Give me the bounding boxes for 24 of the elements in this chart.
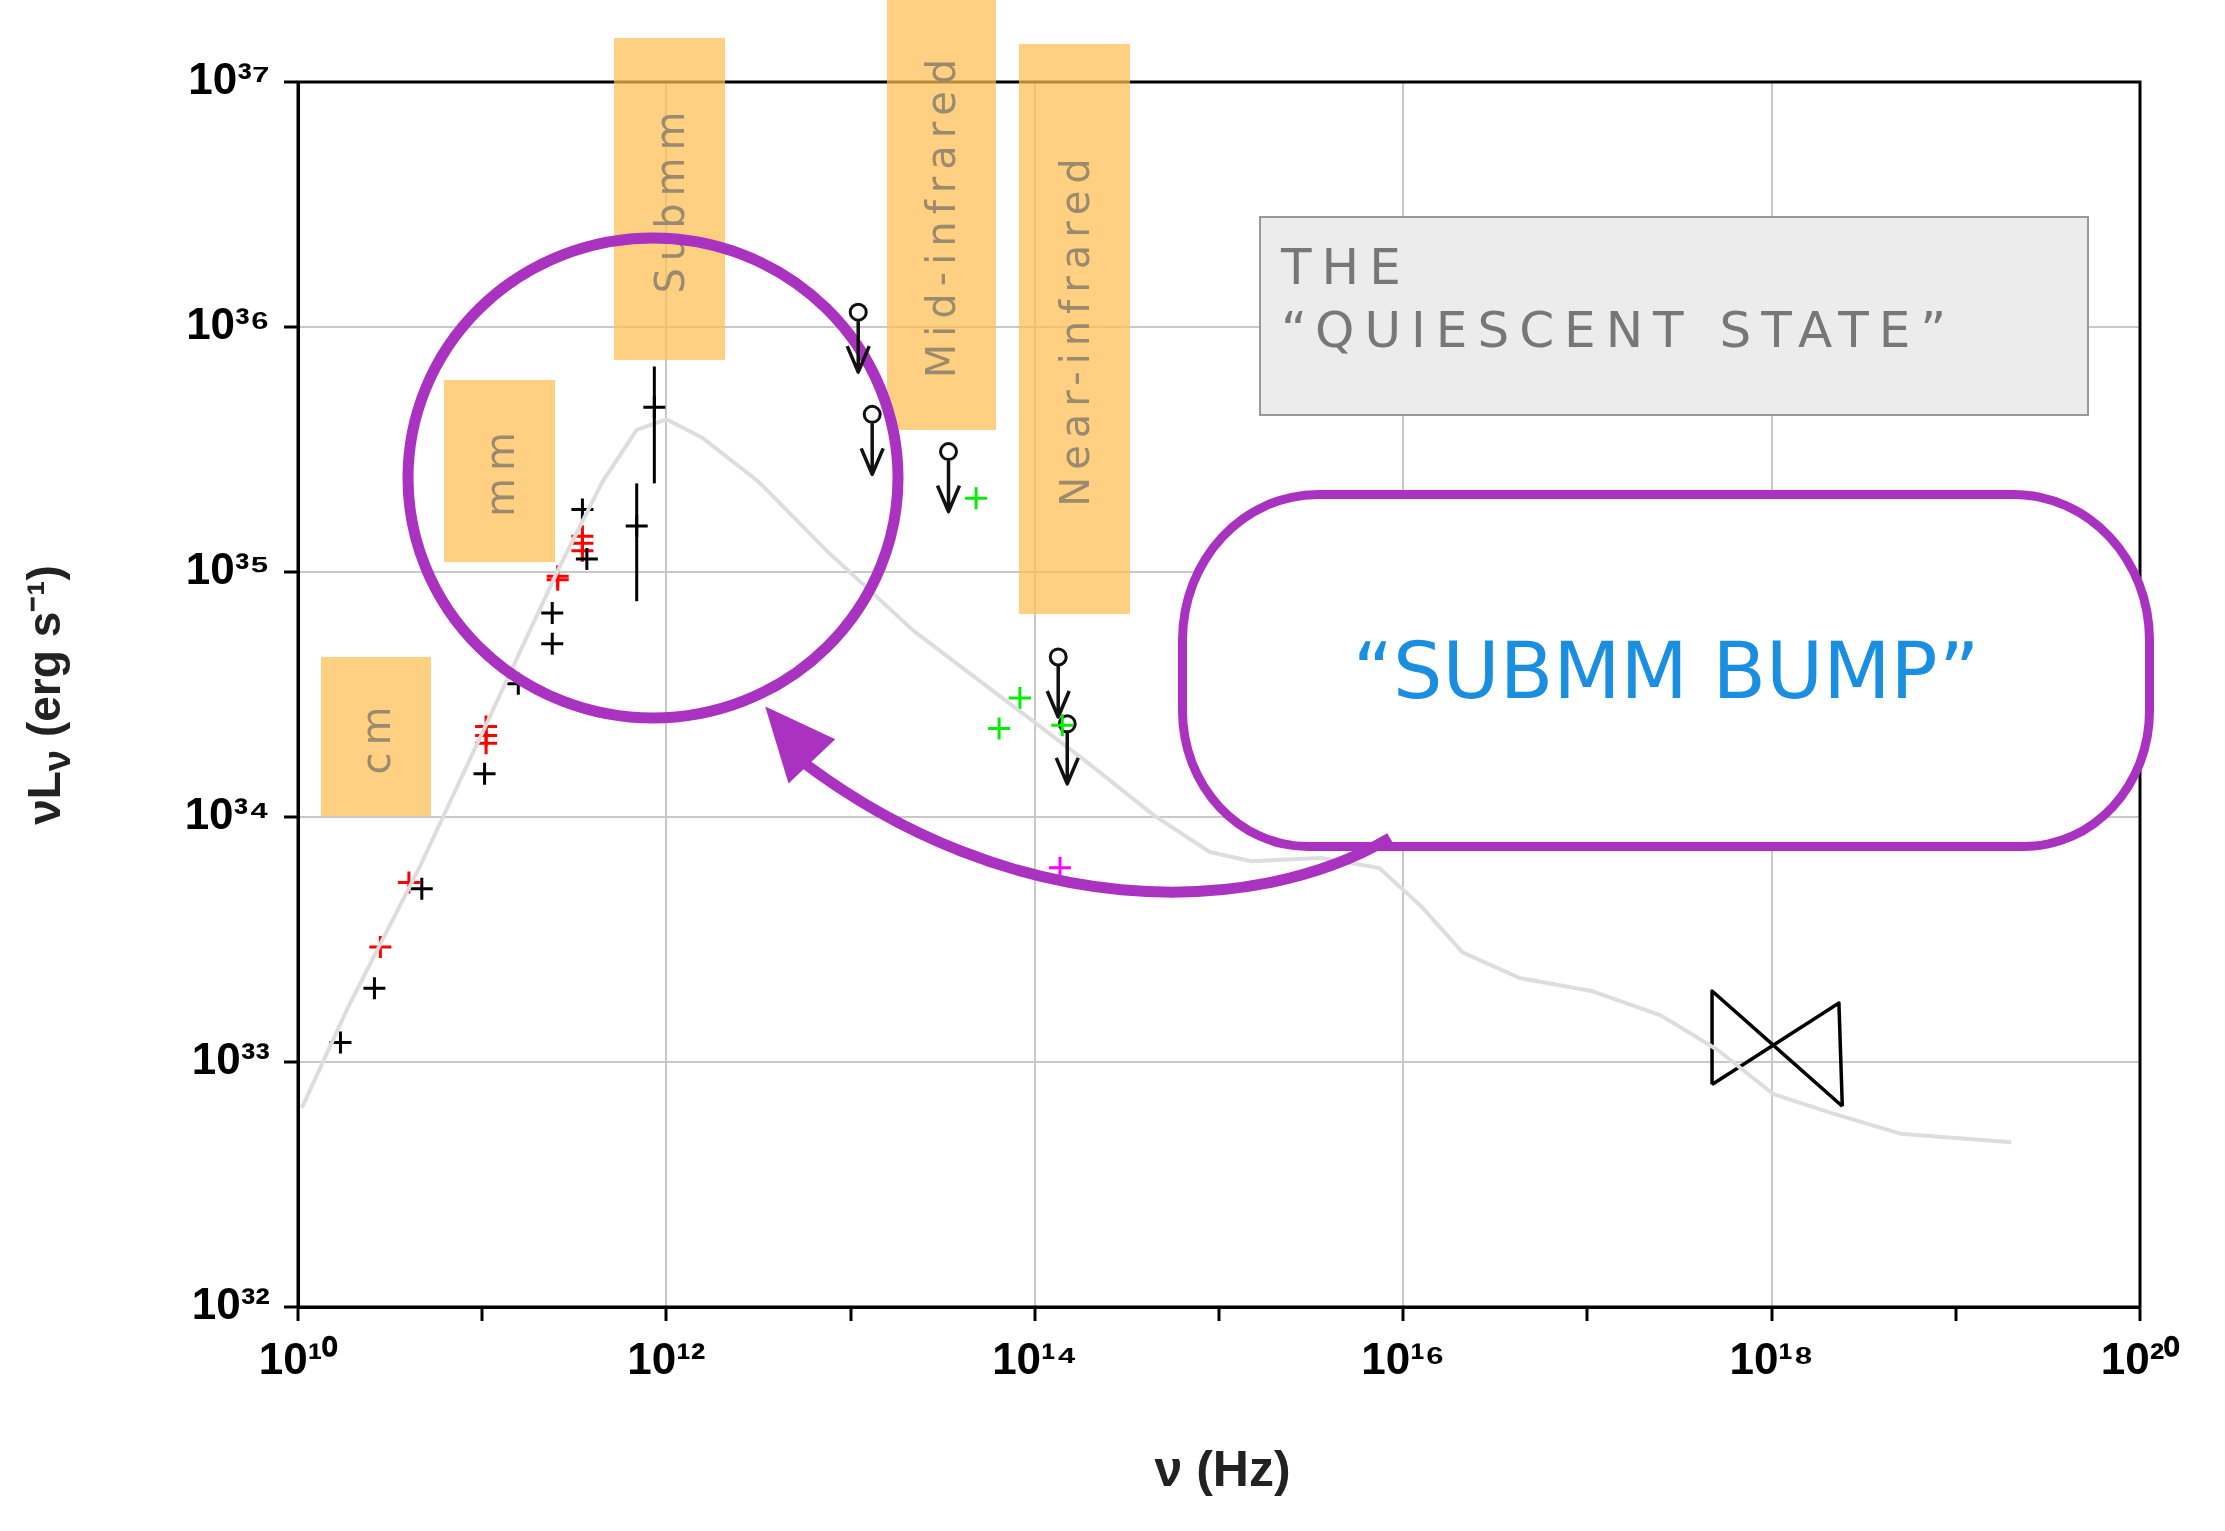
text-box: THE “QUIESCENT STATE” — [1259, 216, 2089, 416]
label-tag: mm — [444, 380, 555, 562]
y-tick-label: 10³⁵ — [185, 544, 270, 594]
speech-bubble: “SUBMM BUMP” — [1178, 490, 2154, 851]
y-tick-label: 10³⁷ — [188, 54, 270, 104]
y-tick-label: 10³⁴ — [184, 789, 270, 839]
x-tick-label: 10¹² — [627, 1333, 706, 1383]
x-tick-label: 10¹⁶ — [1361, 1333, 1446, 1383]
annotation: cm — [353, 699, 399, 774]
label-tag: Mid-infrared — [887, 0, 996, 430]
annotation: Mid-infrared — [918, 51, 965, 379]
label-tag: cm — [321, 657, 431, 816]
x-tick-label: 10¹⁴ — [992, 1333, 1078, 1383]
y-tick-label: 10³² — [191, 1279, 270, 1329]
y-tick-label: 10³⁶ — [186, 299, 270, 349]
x-tick-label: 10¹⁰ — [258, 1333, 339, 1383]
x-axis-title: ν (Hz) — [1153, 1440, 1292, 1498]
x-tick-label: 10¹⁸ — [1729, 1333, 1814, 1383]
x-tick-label: 10²⁰ — [2100, 1333, 2181, 1383]
label-tag: Near-infrared — [1019, 44, 1130, 614]
y-tick-label: 10³³ — [191, 1034, 270, 1084]
annotation: mm — [476, 425, 523, 517]
annotation: “SUBMM BUMP” — [1352, 625, 1980, 716]
annotation: Near-infrared — [1051, 151, 1098, 507]
